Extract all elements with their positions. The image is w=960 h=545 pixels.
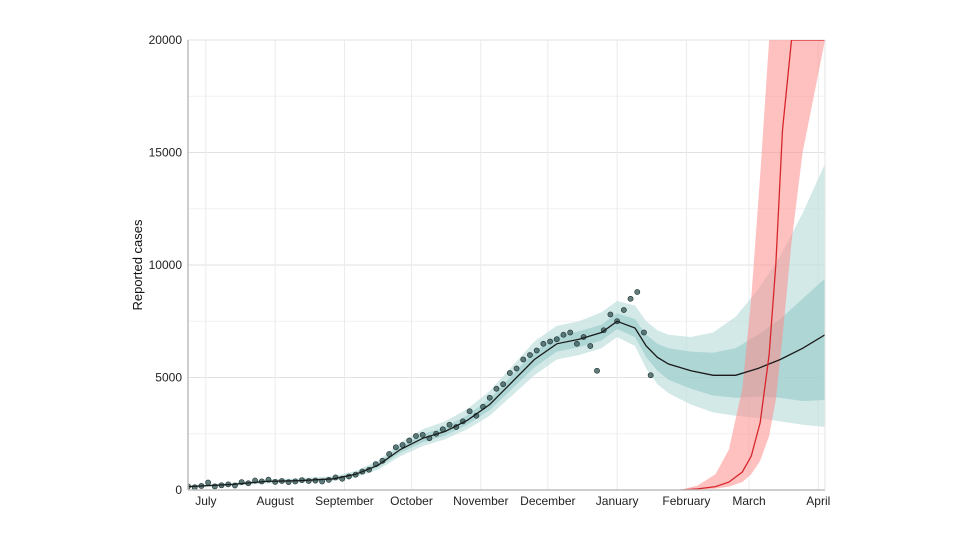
data-point (567, 329, 574, 336)
data-point (191, 484, 198, 490)
data-point (272, 478, 279, 485)
data-point (607, 311, 614, 318)
data-point (466, 408, 473, 415)
data-point (312, 477, 319, 484)
y-tick-label: 20000 (149, 33, 183, 47)
data-point (513, 365, 520, 372)
axes (187, 40, 826, 491)
data-point (560, 331, 567, 338)
data-point (547, 338, 553, 345)
x-tick-label: December (520, 494, 575, 508)
data-point (647, 372, 654, 379)
data-point (574, 340, 580, 347)
data-point (392, 444, 399, 451)
x-tick-label: January (596, 494, 639, 508)
data-point (305, 478, 312, 484)
variant-band (679, 40, 825, 490)
x-tick-label: April (806, 494, 830, 508)
data-point (406, 437, 413, 444)
data-point (419, 431, 426, 438)
observed-points (188, 289, 654, 490)
fit-inner-band (188, 278, 825, 488)
data-point (446, 421, 453, 428)
data-point (325, 476, 332, 483)
x-tick-label: September (315, 494, 374, 508)
uncertainty-bands (188, 40, 825, 490)
variant-line (679, 40, 825, 490)
x-tick-label: February (662, 494, 710, 508)
data-point (587, 343, 594, 349)
tick-labels: 0 5000 10000 15000 20000 July August September O… (149, 33, 831, 508)
data-point (399, 442, 406, 448)
y-axis-label: Reported cases (130, 219, 145, 311)
x-tick-label: November (453, 494, 508, 508)
data-point (493, 385, 500, 392)
x-tick-label: July (195, 494, 216, 508)
y-tick-label: 15000 (149, 146, 183, 160)
fit-outer-band (188, 163, 825, 488)
fit-line (188, 320, 825, 488)
data-point (413, 433, 419, 439)
data-point (627, 295, 634, 302)
data-point (594, 367, 600, 374)
data-point (533, 347, 540, 354)
x-tick-label: March (732, 494, 765, 508)
data-point (553, 336, 560, 343)
data-point (540, 340, 547, 347)
x-tick-label: August (256, 494, 294, 508)
series-lines (188, 40, 825, 490)
data-point (527, 352, 533, 358)
y-tick-label: 10000 (149, 258, 183, 272)
data-point (486, 394, 493, 401)
y-tick-label: 0 (175, 483, 182, 497)
data-point (205, 479, 212, 486)
y-tick-label: 5000 (155, 371, 182, 385)
grid-lines (188, 39, 825, 491)
data-point (641, 329, 647, 336)
data-point (292, 478, 299, 485)
data-point (506, 370, 513, 376)
data-point (620, 307, 627, 313)
data-point (520, 356, 527, 363)
data-point (500, 381, 507, 388)
x-tick-label: October (390, 494, 433, 508)
data-point (634, 289, 641, 295)
